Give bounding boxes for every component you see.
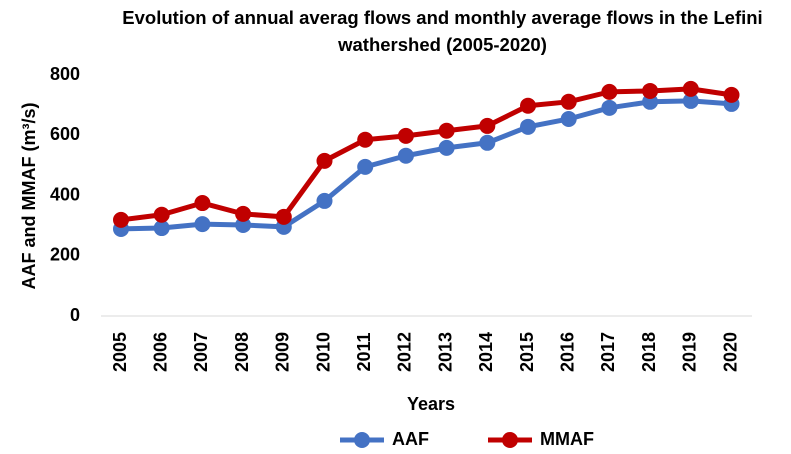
x-tick-label: 2009 xyxy=(273,332,293,372)
x-tick-label: 2017 xyxy=(598,332,618,372)
x-tick-label: 2019 xyxy=(680,332,700,372)
x-tick-label: 2008 xyxy=(232,332,252,372)
series-line xyxy=(120,86,732,223)
x-tick-label: 2014 xyxy=(476,332,496,372)
x-axis-label: Years xyxy=(407,394,455,414)
marker xyxy=(275,208,292,225)
marker xyxy=(113,211,129,228)
y-axis-label: AAF and MMAF (m³/s) xyxy=(19,103,39,290)
marker xyxy=(153,206,170,223)
series-line xyxy=(120,98,732,232)
marker xyxy=(520,118,536,135)
marker xyxy=(520,97,536,114)
x-tick-label: 2010 xyxy=(313,332,333,372)
legend-marker xyxy=(354,432,370,448)
x-tick-label: 2007 xyxy=(191,332,211,372)
chart-title: Evolution of annual averag flows and mon… xyxy=(122,7,763,55)
marker xyxy=(642,82,659,99)
legend-marker xyxy=(502,432,518,448)
y-tick-label: 800 xyxy=(50,64,80,84)
marker xyxy=(682,80,699,97)
marker xyxy=(357,158,374,175)
x-tick-label: 2015 xyxy=(517,332,537,372)
y-tick-label: 0 xyxy=(70,305,80,325)
marker xyxy=(316,152,333,169)
marker xyxy=(601,99,618,116)
y-tick-label: 200 xyxy=(50,245,80,265)
marker xyxy=(235,217,252,234)
x-tick-label: 2011 xyxy=(354,332,374,371)
marker xyxy=(560,110,577,127)
marker xyxy=(316,192,333,209)
marker xyxy=(682,92,699,109)
x-tick-label: 2005 xyxy=(110,332,130,372)
x-tick-label: 2013 xyxy=(435,332,455,372)
marker xyxy=(601,83,618,100)
marker xyxy=(438,122,455,139)
marker xyxy=(194,195,211,212)
marker xyxy=(235,205,252,222)
x-tick-label: 2020 xyxy=(720,332,740,372)
x-tick-label: 2018 xyxy=(639,332,659,372)
marker xyxy=(397,147,414,164)
x-tick-label: 2016 xyxy=(557,332,577,372)
marker xyxy=(560,93,577,110)
marker xyxy=(723,86,740,103)
y-tick-label: 600 xyxy=(50,124,80,144)
marker xyxy=(153,220,170,237)
legend-label: MMAF xyxy=(540,429,594,449)
marker xyxy=(397,127,414,144)
legend-label: AAF xyxy=(392,429,429,449)
x-tick-label: 2006 xyxy=(150,332,170,372)
y-tick-label: 400 xyxy=(50,184,80,204)
marker xyxy=(357,131,374,148)
marker xyxy=(479,134,496,151)
marker xyxy=(194,216,211,233)
marker xyxy=(438,139,455,156)
x-tick-label: 2012 xyxy=(395,332,415,372)
marker xyxy=(479,117,496,134)
